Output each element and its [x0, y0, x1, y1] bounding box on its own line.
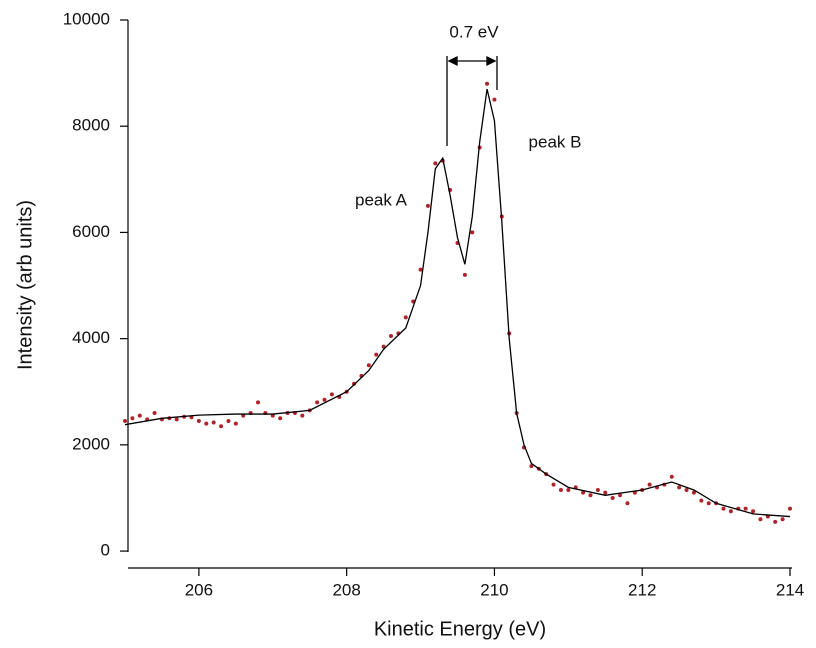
y-tick-label: 10000 — [63, 9, 110, 28]
data-point — [219, 424, 224, 429]
data-point — [603, 490, 608, 495]
data-point — [751, 509, 756, 514]
data-point — [278, 416, 283, 421]
data-point — [418, 267, 423, 272]
data-point — [684, 487, 689, 492]
annotation: peak A — [355, 190, 408, 209]
data-point — [233, 421, 238, 426]
data-point — [529, 464, 534, 469]
data-point — [366, 363, 371, 368]
data-point — [581, 490, 586, 495]
x-tick-label: 210 — [480, 580, 508, 599]
y-tick-label: 6000 — [72, 222, 110, 241]
data-point — [551, 482, 556, 487]
x-tick-label: 206 — [185, 580, 213, 599]
data-point — [706, 501, 711, 506]
data-point — [691, 490, 696, 495]
data-point — [558, 487, 563, 492]
data-point — [470, 230, 475, 235]
data-point — [610, 495, 615, 500]
annotation: 0.7 eV — [449, 22, 499, 41]
y-axis-title: Intensity (arb units) — [14, 200, 36, 370]
data-point — [758, 517, 763, 522]
data-point — [389, 333, 393, 338]
x-tick-label: 208 — [332, 580, 360, 599]
data-point — [425, 203, 430, 208]
data-point — [403, 315, 408, 320]
data-point — [728, 509, 733, 514]
data-point — [485, 81, 490, 86]
data-point — [699, 498, 704, 503]
x-axis-title: Kinetic Energy (eV) — [374, 618, 546, 640]
data-point — [492, 97, 497, 102]
fit-line — [124, 88, 791, 518]
data-point — [300, 413, 305, 418]
data-point — [462, 272, 467, 277]
data-point — [256, 400, 260, 405]
data-point — [322, 397, 327, 402]
data-point — [130, 416, 135, 421]
data-point — [315, 400, 320, 405]
data-point — [677, 485, 682, 490]
data-point — [566, 487, 571, 492]
data-point — [123, 418, 127, 423]
data-point — [721, 506, 726, 511]
data-point — [374, 352, 379, 357]
annotation: peak B — [529, 132, 582, 151]
data-point — [788, 506, 792, 511]
data-point — [211, 420, 216, 425]
data-point — [669, 474, 674, 479]
data-point — [595, 487, 600, 492]
data-point — [204, 421, 209, 426]
data-point — [174, 417, 179, 422]
y-tick-label: 0 — [101, 541, 110, 560]
y-tick-label: 8000 — [72, 116, 110, 135]
data-point — [773, 519, 778, 524]
data-point — [647, 482, 652, 487]
data-point — [588, 493, 593, 498]
data-point — [152, 410, 157, 415]
bracket — [446, 55, 498, 146]
data-point — [625, 501, 630, 506]
data-point — [743, 506, 748, 511]
data-point — [196, 418, 201, 423]
y-tick-label: 2000 — [72, 434, 110, 453]
x-tick-label: 212 — [628, 580, 656, 599]
data-point — [618, 493, 623, 498]
y-tick-label: 4000 — [72, 328, 110, 347]
data-point — [226, 418, 231, 423]
data-point — [433, 161, 438, 166]
x-tick-label: 214 — [776, 580, 804, 599]
data-point — [329, 392, 334, 397]
data-point — [137, 413, 142, 418]
data-point — [780, 517, 785, 522]
